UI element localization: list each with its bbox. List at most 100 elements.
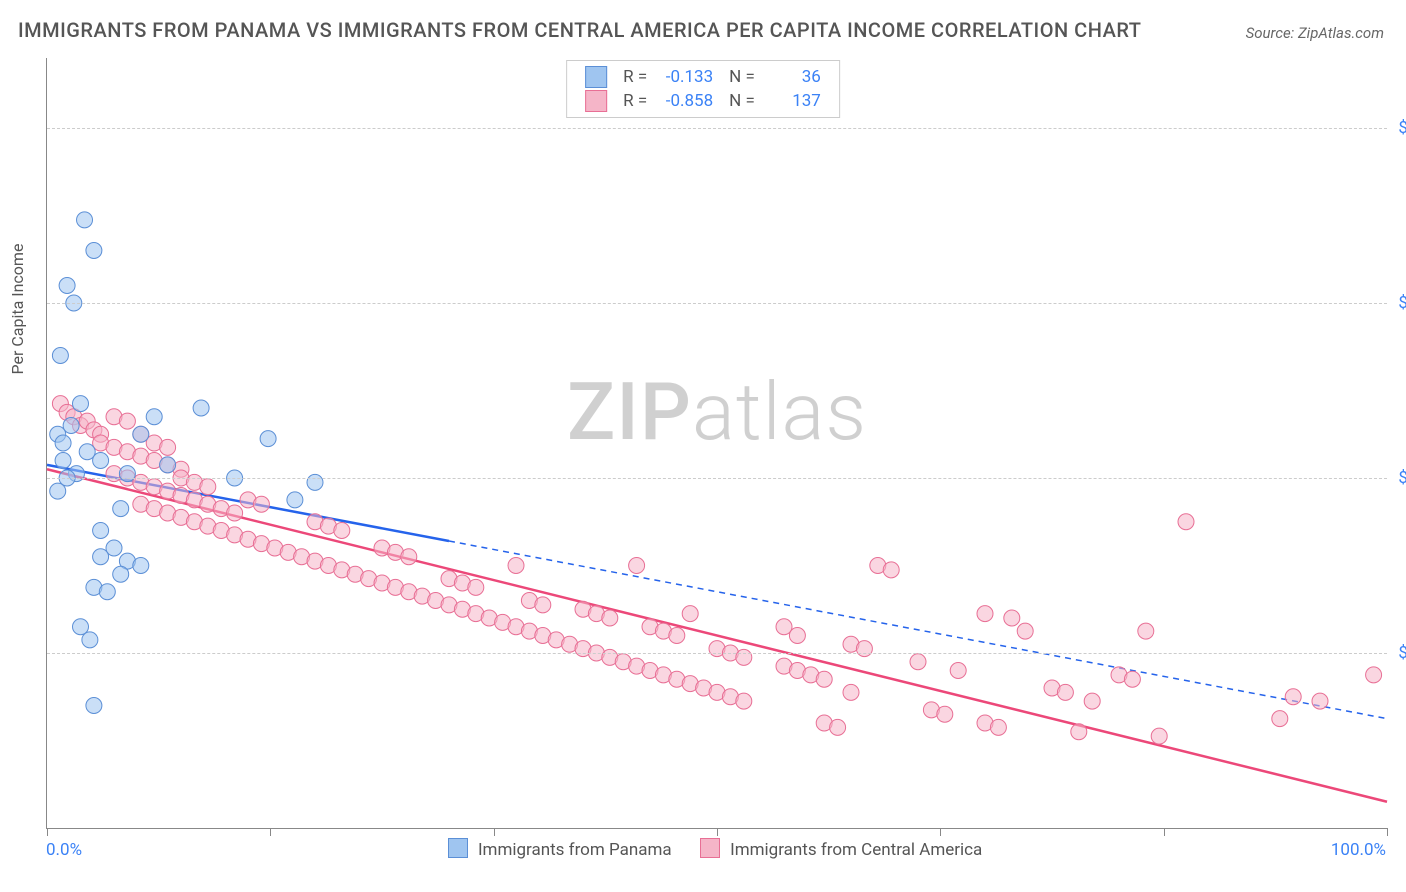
data-point-central_america	[1004, 610, 1020, 626]
data-point-central_america	[950, 663, 966, 679]
data-point-central_america	[119, 413, 135, 429]
data-point-central_america	[816, 671, 832, 687]
grid-line	[47, 128, 1387, 129]
x-tick	[717, 828, 718, 836]
data-point-central_america	[736, 693, 752, 709]
data-point-central_america	[977, 606, 993, 622]
r-value-central-america: -0.858	[663, 91, 713, 111]
data-point-panama	[113, 501, 129, 517]
grid-line	[47, 478, 1387, 479]
data-point-panama	[52, 348, 68, 364]
n-label: N =	[721, 89, 763, 113]
data-point-panama	[77, 212, 93, 228]
data-point-panama	[50, 483, 66, 499]
data-point-central_america	[990, 719, 1006, 735]
data-point-central_america	[1272, 711, 1288, 727]
r-label: R =	[615, 89, 655, 113]
data-point-central_america	[334, 523, 350, 539]
r-label: R =	[615, 65, 655, 89]
data-point-central_america	[883, 562, 899, 578]
data-point-central_america	[1124, 671, 1140, 687]
y-tick-label: $60,000	[1398, 293, 1406, 313]
swatch-central-america	[585, 90, 607, 112]
swatch-panama-bottom	[448, 838, 468, 858]
x-tick	[940, 828, 941, 836]
data-point-central_america	[1017, 623, 1033, 639]
grid-line	[47, 303, 1387, 304]
data-point-central_america	[843, 684, 859, 700]
data-point-panama	[59, 278, 75, 294]
legend-row-central-america: R = -0.858 N = 137	[577, 89, 829, 113]
data-point-panama	[113, 566, 129, 582]
data-point-central_america	[253, 496, 269, 512]
data-point-panama	[55, 453, 71, 469]
correlation-legend: R = -0.133 N = 36 R = -0.858 N = 137	[566, 60, 840, 118]
data-point-central_america	[200, 479, 216, 495]
n-label: N =	[721, 65, 763, 89]
data-point-central_america	[1138, 623, 1154, 639]
y-tick-label: $40,000	[1398, 468, 1406, 488]
data-point-panama	[160, 457, 176, 473]
y-tick-label: $80,000	[1398, 118, 1406, 138]
data-point-panama	[119, 466, 135, 482]
data-point-central_america	[602, 610, 618, 626]
data-point-central_america	[910, 654, 926, 670]
data-point-central_america	[1071, 724, 1087, 740]
chart-svg	[47, 58, 1387, 828]
data-point-central_america	[1285, 689, 1301, 705]
data-point-panama	[307, 474, 323, 490]
data-point-central_america	[629, 558, 645, 574]
y-axis-title: Per Capita Income	[8, 244, 27, 375]
x-tick	[1164, 828, 1165, 836]
source-attribution: Source: ZipAtlas.com	[1246, 24, 1384, 42]
data-point-panama	[86, 698, 102, 714]
data-point-central_america	[830, 719, 846, 735]
x-tick	[1387, 828, 1388, 836]
n-value-panama: 36	[771, 67, 821, 87]
data-point-panama	[73, 396, 89, 412]
x-tick	[270, 828, 271, 836]
data-point-central_america	[1151, 728, 1167, 744]
data-point-panama	[55, 435, 71, 451]
data-point-central_america	[682, 606, 698, 622]
chart-container: IMMIGRANTS FROM PANAMA VS IMMIGRANTS FRO…	[0, 0, 1406, 892]
data-point-panama	[193, 400, 209, 416]
n-value-central-america: 137	[771, 91, 821, 111]
data-point-panama	[260, 431, 276, 447]
x-tick	[47, 828, 48, 836]
data-point-central_america	[937, 706, 953, 722]
data-point-panama	[287, 492, 303, 508]
data-point-panama	[82, 632, 98, 648]
data-point-central_america	[508, 558, 524, 574]
data-point-central_america	[227, 505, 243, 521]
data-point-central_america	[1057, 684, 1073, 700]
data-point-panama	[93, 523, 109, 539]
legend-row-panama: R = -0.133 N = 36	[577, 65, 829, 89]
grid-line	[47, 653, 1387, 654]
data-point-central_america	[1178, 514, 1194, 530]
data-point-central_america	[468, 579, 484, 595]
data-point-central_america	[535, 597, 551, 613]
data-point-central_america	[401, 549, 417, 565]
data-point-panama	[99, 584, 115, 600]
data-point-central_america	[160, 439, 176, 455]
trend-line-dashed-panama	[449, 541, 1387, 719]
r-value-panama: -0.133	[663, 67, 713, 87]
data-point-panama	[133, 426, 149, 442]
data-point-central_america	[669, 628, 685, 644]
data-point-panama	[93, 453, 109, 469]
data-point-panama	[86, 243, 102, 259]
plot-area: ZIPatlas $20,000$40,000$60,000$80,000	[46, 58, 1387, 829]
data-point-central_america	[1366, 667, 1382, 683]
data-point-central_america	[1312, 693, 1328, 709]
swatch-panama	[585, 66, 607, 88]
y-tick-label: $20,000	[1398, 643, 1406, 663]
series-legend: Immigrants from Panama Immigrants from C…	[0, 838, 1406, 860]
data-point-central_america	[789, 628, 805, 644]
data-point-central_america	[1084, 693, 1100, 709]
swatch-central-america-bottom	[700, 838, 720, 858]
legend-label-central-america: Immigrants from Central America	[730, 840, 982, 860]
data-point-central_america	[736, 649, 752, 665]
data-point-central_america	[856, 641, 872, 657]
data-point-panama	[93, 549, 109, 565]
